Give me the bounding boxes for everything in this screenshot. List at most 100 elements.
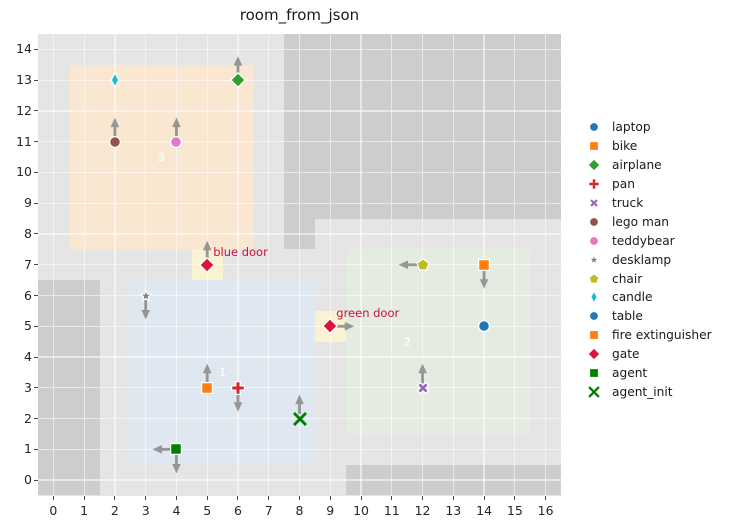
y-tick-label: 12 bbox=[16, 102, 32, 118]
y-tick-label: 11 bbox=[16, 133, 32, 149]
legend-item-agent: agent bbox=[585, 364, 712, 383]
x-tick-label: 12 bbox=[414, 503, 431, 518]
x-tick-label: 1 bbox=[80, 503, 89, 518]
room-number-label: 1 bbox=[218, 365, 227, 380]
y-tick-mark bbox=[34, 356, 38, 358]
legend-item-teddybear: teddybear bbox=[585, 231, 712, 250]
x-tick-label: 9 bbox=[326, 503, 335, 518]
legend-item-table: table bbox=[585, 307, 712, 326]
grid-line-horizontal bbox=[38, 356, 561, 358]
y-tick-mark bbox=[34, 387, 38, 389]
marker-chair bbox=[412, 254, 434, 280]
laptop-legend-marker-icon bbox=[589, 122, 599, 133]
grid-line-horizontal bbox=[38, 79, 561, 81]
legend-item-label: teddybear bbox=[612, 233, 675, 248]
x-tick-mark bbox=[391, 496, 393, 500]
legend-item-gate: gate bbox=[585, 345, 712, 364]
legend-item-label: agent bbox=[612, 366, 648, 381]
legend-item-bike: bike bbox=[585, 137, 712, 156]
y-tick-mark bbox=[34, 295, 38, 296]
desklamp-legend-marker-icon bbox=[588, 253, 600, 265]
y-tick-mark bbox=[34, 448, 38, 450]
grid-line-horizontal bbox=[38, 110, 561, 112]
x-tick-label: 16 bbox=[537, 503, 554, 518]
legend-item-label: fire extinguisher bbox=[612, 328, 712, 343]
legend-item-truck: truck bbox=[585, 194, 712, 213]
legend-item-label: bike bbox=[612, 139, 638, 154]
x-tick-label: 13 bbox=[445, 503, 462, 518]
x-tick-label: 6 bbox=[233, 503, 242, 518]
x-tick-mark bbox=[237, 496, 239, 500]
y-tick-label: 4 bbox=[24, 349, 32, 365]
legend-item-desklamp: desklamp bbox=[585, 250, 712, 269]
x-tick-mark bbox=[268, 496, 270, 500]
marker-gate-green-door bbox=[319, 315, 341, 341]
plot-area: 3 1 2 blue door green door bbox=[38, 34, 561, 496]
room-region-2 bbox=[345, 249, 531, 434]
x-tick-mark bbox=[514, 496, 516, 500]
teddybear-legend-marker-icon bbox=[589, 235, 599, 246]
x-tick-mark bbox=[545, 496, 547, 500]
y-tick-mark bbox=[34, 233, 38, 235]
x-tick-label: 4 bbox=[172, 503, 181, 518]
y-tick-label: 9 bbox=[24, 195, 32, 211]
y-tick-mark bbox=[34, 418, 38, 420]
legend-item-label: gate bbox=[612, 347, 640, 362]
lego-man-legend-marker-icon bbox=[589, 216, 599, 227]
y-tick-label: 5 bbox=[24, 318, 32, 334]
candle-legend-marker-icon bbox=[590, 290, 598, 305]
y-tick-mark bbox=[34, 479, 38, 481]
x-tick-label: 8 bbox=[295, 503, 304, 518]
grid-line-horizontal bbox=[38, 233, 561, 235]
fire-extinguisher-legend-marker-icon bbox=[589, 330, 599, 341]
y-tick-label: 6 bbox=[24, 287, 32, 303]
y-tick-label: 8 bbox=[24, 225, 32, 241]
grid-line-horizontal bbox=[38, 202, 561, 204]
x-tick-mark bbox=[422, 496, 424, 500]
grid-line-horizontal bbox=[38, 48, 561, 50]
legend-item-fire-extinguisher: fire extinguisher bbox=[585, 326, 712, 345]
y-tick-mark bbox=[34, 325, 38, 327]
grid-line-horizontal bbox=[38, 448, 561, 450]
x-tick-mark bbox=[452, 496, 454, 500]
grid-line-horizontal bbox=[38, 325, 561, 327]
y-tick-label: 0 bbox=[24, 472, 32, 488]
x-tick-mark bbox=[360, 496, 362, 500]
door-label-green-door: green door bbox=[336, 306, 400, 321]
chart-title: room_from_json bbox=[239, 6, 360, 24]
x-tick-mark bbox=[114, 496, 116, 500]
x-tick-label: 7 bbox=[264, 503, 273, 518]
legend-item-label: lego man bbox=[612, 214, 670, 229]
pan-legend-marker-icon bbox=[588, 178, 600, 190]
legend-item-label: desklamp bbox=[612, 252, 672, 267]
table-legend-marker-icon bbox=[589, 311, 599, 322]
grid-line-horizontal bbox=[38, 141, 561, 143]
y-tick-label: 3 bbox=[24, 379, 32, 395]
marker-fire-extinguisher bbox=[473, 254, 495, 280]
x-tick-mark bbox=[145, 496, 147, 500]
x-tick-mark bbox=[299, 496, 300, 500]
legend-item-label: pan bbox=[612, 177, 635, 192]
room-number-label: 2 bbox=[403, 334, 411, 349]
marker-lego-man bbox=[104, 131, 126, 157]
marker-gate-blue-door bbox=[196, 254, 218, 280]
y-tick-label: 2 bbox=[24, 410, 32, 426]
marker-teddybear bbox=[165, 131, 187, 157]
x-tick-label: 10 bbox=[353, 503, 369, 518]
x-tick-mark bbox=[175, 496, 177, 500]
room-number-label: 3 bbox=[157, 150, 165, 165]
legend-item-lego-man: lego man bbox=[585, 212, 712, 231]
grid-line-horizontal bbox=[38, 264, 561, 266]
x-tick-label: 2 bbox=[110, 503, 119, 518]
chair-legend-marker-icon bbox=[588, 272, 600, 284]
x-tick-mark bbox=[83, 496, 85, 500]
y-tick-mark bbox=[34, 171, 38, 173]
marker-truck bbox=[412, 377, 434, 403]
x-tick-label: 11 bbox=[383, 503, 400, 518]
legend-item-pan: pan bbox=[585, 175, 712, 194]
x-tick-mark bbox=[329, 496, 331, 500]
y-tick-mark bbox=[34, 79, 38, 81]
legend-item-laptop: laptop bbox=[585, 118, 712, 137]
marker-candle bbox=[104, 69, 126, 95]
